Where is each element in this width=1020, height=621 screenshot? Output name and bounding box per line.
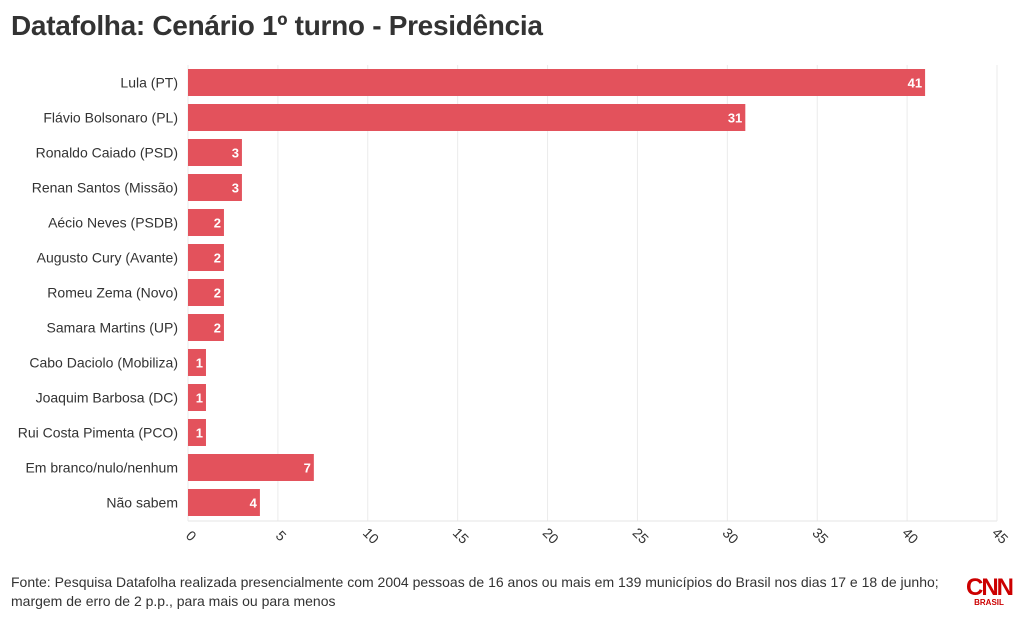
bar-value-label: 2 [214, 321, 221, 336]
bar [188, 349, 206, 376]
bar [188, 314, 224, 341]
category-label: Em branco/nulo/nenhum [25, 460, 178, 476]
bar-chart: 41 31 3 3 2 2 2 2 1 1 1 7 4 Lula (PT) Flávio Bolsonar… [18, 65, 1012, 547]
bar-value-label: 3 [232, 181, 239, 196]
bar-value-label: 1 [196, 391, 203, 406]
bar-value-label: 3 [232, 146, 239, 161]
category-label: Romeu Zema (Novo) [47, 285, 178, 301]
bar-group: 41 31 3 3 2 2 2 2 1 1 1 7 4 [188, 69, 926, 516]
logo-subtext: BRASIL [974, 598, 1004, 607]
bar [188, 244, 224, 271]
category-label: Cabo Daciolo (Mobiliza) [29, 355, 178, 371]
category-label: Aécio Neves (PSDB) [48, 215, 178, 231]
x-tick-label: 15 [450, 525, 472, 547]
category-label: Lula (PT) [120, 75, 178, 91]
category-label: Rui Costa Pimenta (PCO) [18, 425, 178, 441]
bar [188, 139, 242, 166]
x-tick-label: 40 [899, 525, 921, 547]
bar-value-label: 4 [250, 496, 258, 511]
bar [188, 209, 224, 236]
bar-value-label: 31 [728, 111, 742, 126]
category-label: Samara Martins (UP) [47, 320, 178, 336]
bar [188, 279, 224, 306]
bar [188, 454, 314, 481]
grid-lines [187, 65, 998, 522]
x-tick-label: 35 [809, 525, 831, 547]
bar [188, 104, 746, 131]
category-label: Augusto Cury (Avante) [37, 250, 178, 266]
x-tick-label: 5 [273, 527, 290, 544]
category-label: Renan Santos (Missão) [32, 180, 178, 196]
bar [188, 489, 260, 516]
x-axis-ticks: 0 5 10 15 20 25 30 35 40 45 [183, 525, 1012, 547]
bar [188, 384, 206, 411]
bar-value-label: 7 [304, 461, 311, 476]
bar-value-label: 1 [196, 426, 203, 441]
source-note: Fonte: Pesquisa Datafolha realizada pres… [11, 574, 939, 609]
x-tick-label: 20 [540, 525, 562, 547]
x-tick-label: 0 [183, 527, 200, 544]
bar-value-label: 2 [214, 286, 221, 301]
category-label: Ronaldo Caiado (PSD) [36, 145, 178, 161]
bar-value-label: 2 [214, 251, 221, 266]
x-tick-label: 30 [719, 525, 741, 547]
bar [188, 69, 926, 96]
category-label: Joaquim Barbosa (DC) [36, 390, 178, 406]
bar-value-label: 41 [908, 76, 922, 91]
bar-value-label: 2 [214, 216, 221, 231]
cnn-brasil-logo: CNN BRASIL [966, 574, 1014, 607]
x-tick-label: 10 [360, 525, 382, 547]
category-label: Não sabem [106, 495, 178, 511]
chart-title: Datafolha: Cenário 1º turno - Presidênci… [11, 10, 543, 41]
logo-text: CNN [966, 574, 1013, 601]
x-tick-label: 25 [630, 525, 652, 547]
category-labels: Lula (PT) Flávio Bolsonaro (PL) Ronaldo Ca… [18, 75, 178, 511]
bar-value-label: 1 [196, 356, 203, 371]
category-label: Flávio Bolsonaro (PL) [43, 110, 178, 126]
bar [188, 174, 242, 201]
x-tick-label: 45 [989, 525, 1011, 547]
bar [188, 419, 206, 446]
